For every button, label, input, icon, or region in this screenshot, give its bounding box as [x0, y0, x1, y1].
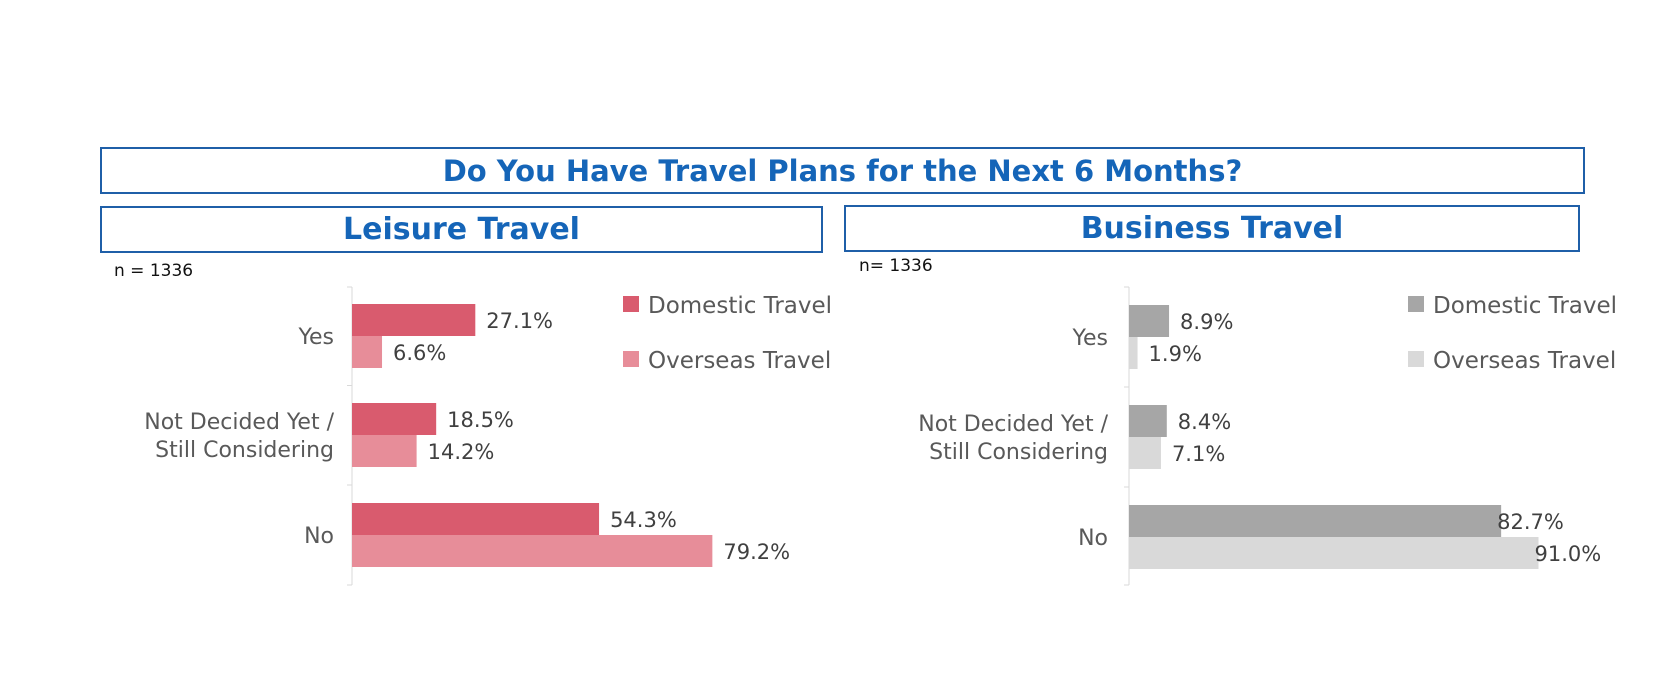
business-value-label-domestic-2: 82.7% — [1497, 510, 1564, 534]
leisure-category-label-2: No — [304, 524, 334, 549]
business-category-label-0: Yes — [1071, 326, 1108, 351]
leisure-legend-marker-overseas — [623, 351, 639, 367]
leisure-bar-overseas-0 — [352, 336, 383, 368]
leisure-value-label-domestic-1: 18.5% — [447, 408, 514, 432]
business-value-label-overseas-0: 1.9% — [1149, 342, 1202, 366]
business-legend-label-domestic: Domestic Travel — [1433, 293, 1617, 319]
business-bar-overseas-0 — [1129, 337, 1138, 369]
business-category-label-1: Not Decided Yet / Still Considering — [918, 412, 1108, 465]
business-category-label-2: No — [1078, 526, 1108, 551]
leisure-legend-label-domestic: Domestic Travel — [648, 293, 832, 319]
business-value-label-domestic-1: 8.4% — [1178, 410, 1231, 434]
leisure-value-label-domestic-2: 54.3% — [610, 508, 677, 532]
business-legend-label-overseas: Overseas Travel — [1433, 348, 1616, 374]
business-travel-title: Business Travel — [844, 205, 1580, 252]
business-value-label-domestic-0: 8.9% — [1180, 310, 1233, 334]
leisure-sample-size: n = 1336 — [114, 261, 194, 281]
leisure-value-label-overseas-2: 79.2% — [723, 540, 790, 564]
business-value-label-overseas-1: 7.1% — [1172, 442, 1225, 466]
business-legend-marker-domestic — [1408, 296, 1424, 312]
leisure-value-label-domestic-0: 27.1% — [486, 309, 553, 333]
leisure-bar-overseas-2 — [352, 535, 713, 567]
business-bar-domestic-1 — [1129, 405, 1167, 437]
leisure-bar-domestic-1 — [352, 403, 437, 435]
business-value-label-overseas-2: 91.0% — [1535, 542, 1602, 566]
leisure-legend-marker-domestic — [623, 296, 639, 312]
business-bar-domestic-2 — [1129, 505, 1502, 537]
leisure-category-label-1: Not Decided Yet / Still Considering — [144, 410, 334, 463]
leisure-bar-overseas-1 — [352, 435, 417, 467]
business-sample-size: n= 1336 — [859, 256, 933, 276]
main-title: Do You Have Travel Plans for the Next 6 … — [100, 147, 1585, 194]
leisure-value-label-overseas-1: 14.2% — [428, 440, 495, 464]
business-bar-overseas-2 — [1129, 537, 1539, 569]
business-bar-domestic-0 — [1129, 305, 1170, 337]
business-legend-marker-overseas — [1408, 351, 1424, 367]
leisure-bar-domestic-2 — [352, 503, 600, 535]
leisure-category-label-0: Yes — [297, 325, 334, 350]
leisure-travel-title: Leisure Travel — [100, 206, 823, 253]
leisure-legend-label-overseas: Overseas Travel — [648, 348, 831, 374]
business-bar-overseas-1 — [1129, 437, 1161, 469]
leisure-bar-domestic-0 — [352, 304, 476, 336]
leisure-value-label-overseas-0: 6.6% — [393, 341, 446, 365]
